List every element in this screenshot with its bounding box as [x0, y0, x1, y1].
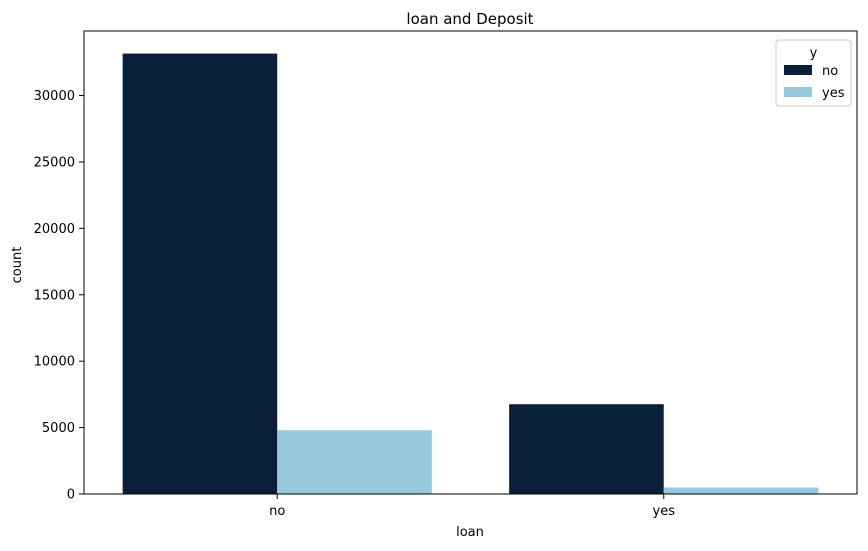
- y-tick-label-20000: 20000: [34, 222, 75, 237]
- y-tick-label-0: 0: [67, 488, 75, 503]
- bar-no-yes: [277, 430, 432, 494]
- y-axis-label: count: [10, 247, 25, 284]
- bar-yes-no: [509, 404, 664, 494]
- y-tick-label-30000: 30000: [34, 89, 75, 104]
- legend-swatch-yes: [784, 87, 812, 97]
- y-tick-label-10000: 10000: [34, 355, 75, 370]
- y-tick-label-5000: 5000: [42, 421, 75, 436]
- legend-swatch-no: [784, 65, 812, 75]
- x-tick-label-no: no: [269, 504, 285, 519]
- y-tick-label-15000: 15000: [34, 288, 75, 303]
- chart-title: loan and Deposit: [406, 10, 533, 28]
- bars-layer: [122, 53, 819, 494]
- legend-label-no: no: [822, 64, 838, 79]
- axes-layer: no yes 0 5000 10000 15000 20000 25000 30000: [34, 30, 858, 519]
- legend-label-yes: yes: [822, 86, 845, 101]
- y-tick-label-25000: 25000: [34, 155, 75, 170]
- bar-no-no: [122, 53, 278, 494]
- x-tick-label-yes: yes: [653, 504, 676, 519]
- plot-frame: [83, 30, 858, 495]
- x-axis-label: loan: [456, 525, 484, 540]
- legend: yno yes: [775, 39, 852, 107]
- bar-yes-yes: [663, 487, 819, 494]
- legend-title: y: [810, 46, 818, 61]
